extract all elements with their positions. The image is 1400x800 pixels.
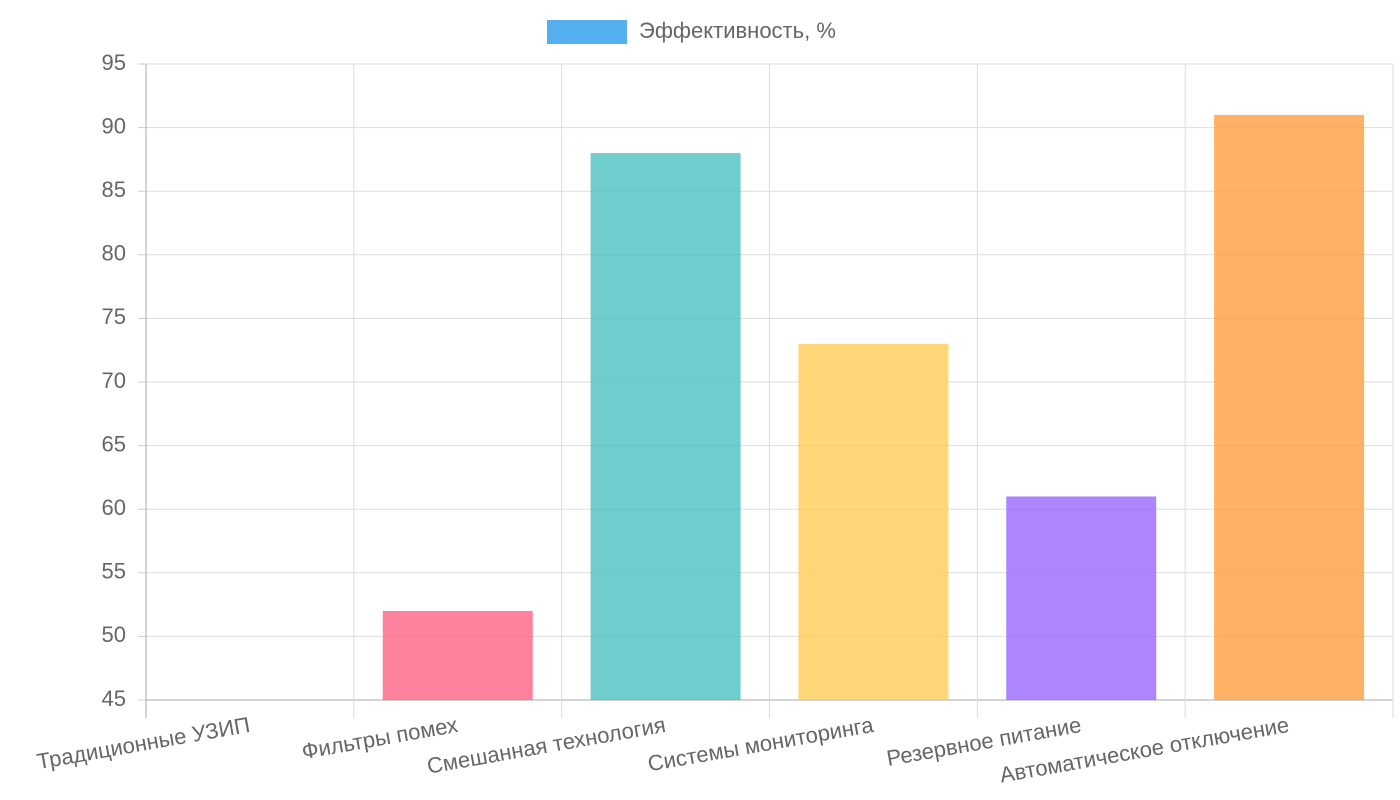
bar xyxy=(1006,496,1157,700)
legend-swatch xyxy=(547,20,627,44)
y-tick-label: 65 xyxy=(102,431,126,456)
y-tick-label: 70 xyxy=(102,368,126,393)
x-tick-label: Традиционные УЗИП xyxy=(35,712,252,774)
legend-label: Эффективность, % xyxy=(639,18,836,43)
bar xyxy=(798,343,949,700)
y-tick-label: 80 xyxy=(102,241,126,266)
x-tick-label: Смешанная технология xyxy=(425,712,667,779)
bar xyxy=(590,153,741,701)
y-tick-label: 95 xyxy=(102,50,126,75)
y-tick-label: 85 xyxy=(102,177,126,202)
y-tick-label: 75 xyxy=(102,304,126,329)
bar xyxy=(1214,114,1365,700)
y-tick-label: 60 xyxy=(102,495,126,520)
y-tick-label: 50 xyxy=(102,622,126,647)
y-tick-label: 55 xyxy=(102,559,126,584)
y-tick-label: 45 xyxy=(102,686,126,711)
y-tick-label: 90 xyxy=(102,113,126,138)
bar xyxy=(382,610,533,700)
x-tick-label: Системы мониторинга xyxy=(646,712,876,776)
